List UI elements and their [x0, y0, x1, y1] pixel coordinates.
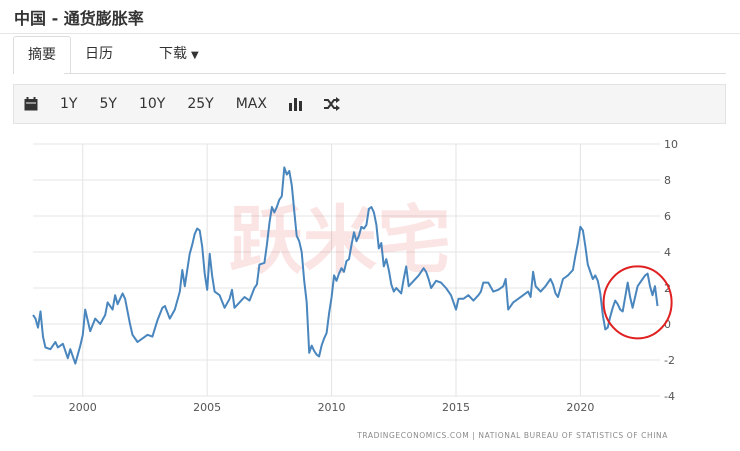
tabs-divider [13, 73, 726, 74]
y-tick-label: 8 [664, 174, 671, 187]
shuffle-icon[interactable] [323, 97, 340, 111]
x-axis-labels: 2000 2005 2010 2015 2020 [69, 401, 595, 414]
y-axis-labels: 10 8 6 4 2 0 -2 -4 [664, 138, 678, 403]
range-25y-button[interactable]: 25Y [187, 96, 214, 112]
y-tick-label: -2 [664, 354, 675, 367]
calendar-icon[interactable] [24, 97, 38, 111]
x-tick-label: 2010 [318, 401, 346, 414]
y-tick-label: 10 [664, 138, 678, 151]
tab-summary-label: 摘要 [28, 47, 56, 63]
tab-bar: 摘要 日历 下载 ▼ [13, 36, 213, 74]
x-tick-label: 2015 [442, 401, 470, 414]
x-tick-label: 2000 [69, 401, 97, 414]
y-tick-label: 0 [664, 318, 671, 331]
tab-calendar[interactable]: 日历 [71, 36, 127, 74]
caret-down-icon: ▼ [191, 50, 199, 61]
x-tick-label: 2005 [193, 401, 221, 414]
highlight-circle [602, 265, 673, 340]
inflation-series-line [32, 166, 659, 365]
tab-calendar-label: 日历 [85, 46, 113, 62]
tab-summary[interactable]: 摘要 [13, 36, 71, 74]
title-divider [0, 33, 740, 34]
chart-grid [33, 143, 660, 397]
tab-download[interactable]: 下载 ▼ [127, 36, 213, 74]
y-tick-label: -4 [664, 390, 675, 403]
range-max-button[interactable]: MAX [235, 96, 267, 112]
chart-toolbar: 1Y 5Y 10Y 25Y MAX [13, 84, 726, 124]
y-tick-label: 6 [664, 210, 671, 223]
x-tick-label: 2020 [566, 401, 594, 414]
page-title: 中国 - 通货膨胀率 [14, 9, 144, 28]
highlight-annotation [602, 265, 673, 340]
chart-series [32, 166, 659, 365]
y-tick-label: 2 [664, 282, 671, 295]
y-tick-label: 4 [664, 246, 671, 259]
tab-download-label: 下载 [159, 46, 187, 62]
bar-chart-icon[interactable] [288, 97, 302, 111]
range-1y-button[interactable]: 1Y [60, 96, 78, 112]
range-10y-button[interactable]: 10Y [138, 96, 166, 112]
range-5y-button[interactable]: 5Y [99, 96, 117, 112]
chart-source-credit: TRADINGECONOMICS.COM | NATIONAL BUREAU O… [357, 431, 668, 440]
